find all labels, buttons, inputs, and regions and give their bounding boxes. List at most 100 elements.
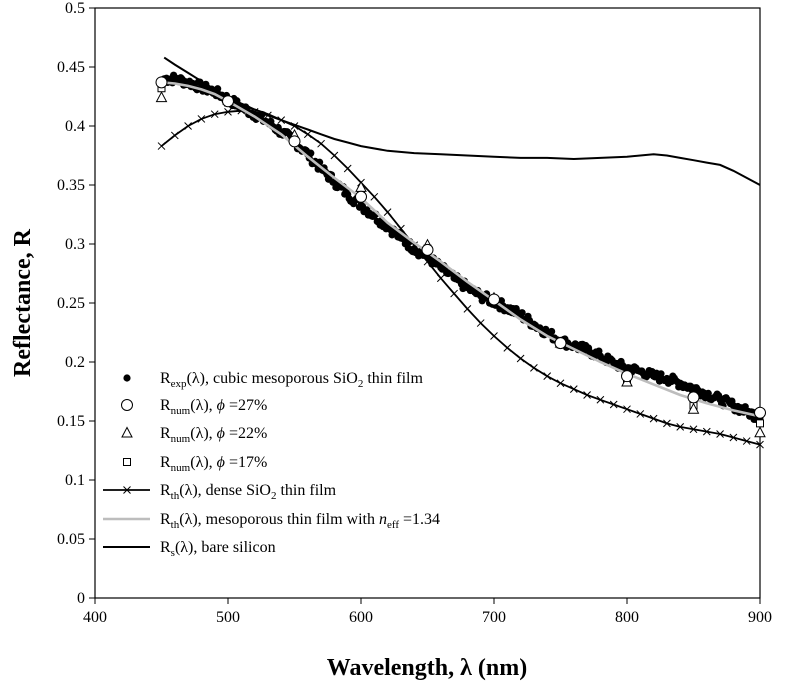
legend-symbol bbox=[103, 486, 150, 494]
y-tick-label: 0.15 bbox=[57, 413, 85, 430]
num27-point bbox=[288, 135, 301, 148]
dense-point bbox=[583, 391, 591, 399]
dense-point bbox=[197, 115, 206, 123]
dense-point bbox=[463, 305, 472, 313]
dense-point bbox=[317, 139, 325, 148]
legend-item-bare: Rs(λ), bare silicon bbox=[103, 539, 276, 559]
dense-point bbox=[210, 110, 219, 119]
exp-point bbox=[518, 309, 526, 317]
legend-label: Rs(λ), bare silicon bbox=[160, 539, 276, 559]
num27-point bbox=[621, 370, 633, 383]
exp-point bbox=[548, 327, 556, 336]
y-tick-label: 0.35 bbox=[57, 177, 85, 194]
dense-point bbox=[689, 425, 698, 434]
num27-point bbox=[687, 391, 700, 404]
dense-point bbox=[530, 364, 538, 372]
exp-point bbox=[595, 347, 603, 355]
y-tick-label: 0 bbox=[77, 590, 85, 607]
legend-symbol bbox=[121, 399, 133, 411]
dense-point bbox=[450, 289, 458, 298]
dense-point bbox=[184, 122, 192, 130]
plot-frame bbox=[94, 7, 761, 599]
num22-point bbox=[155, 91, 168, 103]
legend-x bbox=[123, 486, 131, 494]
y-tick-label: 0.4 bbox=[65, 118, 85, 135]
legend-symbol bbox=[121, 426, 133, 438]
num27-point bbox=[554, 337, 567, 350]
dense-point bbox=[729, 433, 738, 442]
num22-point bbox=[687, 402, 700, 414]
dense-point bbox=[676, 423, 685, 431]
dense-point bbox=[556, 379, 565, 388]
legend-triangle bbox=[121, 426, 133, 438]
dense-point bbox=[756, 440, 764, 449]
dense-point bbox=[649, 414, 658, 423]
dense-point bbox=[370, 192, 379, 201]
exp-point bbox=[214, 85, 222, 93]
x-tick-label: 400 bbox=[83, 609, 107, 626]
exp-point bbox=[196, 78, 204, 86]
series-num27 bbox=[155, 76, 766, 419]
dense-point bbox=[277, 116, 286, 124]
legend-item-dense: Rth(λ), dense SiO2 thin film bbox=[103, 482, 337, 502]
num27-point bbox=[355, 190, 367, 203]
dense-point bbox=[516, 354, 525, 363]
legend-dot bbox=[123, 374, 131, 382]
dense-point bbox=[383, 208, 392, 216]
x-tick-label: 900 bbox=[748, 609, 772, 626]
legend-label: Rth(λ), dense SiO2 thin film bbox=[160, 482, 337, 502]
dense-point bbox=[623, 405, 631, 414]
dense-point bbox=[663, 419, 671, 428]
num27-point bbox=[488, 293, 500, 306]
legend-symbol bbox=[123, 374, 131, 382]
exp-point bbox=[715, 391, 723, 400]
legend-label: Rnum(λ), ϕ =27% bbox=[160, 397, 267, 417]
exp-point bbox=[657, 370, 665, 378]
exp-point bbox=[728, 397, 736, 405]
legend-item-num17: Rnum(λ), ϕ =17% bbox=[123, 454, 267, 474]
legend-item-exp: Rexp(λ), cubic mesoporous SiO2 thin film bbox=[123, 370, 423, 390]
y-tick-label: 0.25 bbox=[57, 295, 85, 312]
y-tick-label: 0.5 bbox=[65, 0, 85, 17]
dense-point bbox=[636, 410, 645, 418]
dense-point bbox=[436, 274, 445, 283]
x-tick-label: 500 bbox=[216, 609, 240, 626]
legend-square bbox=[123, 458, 131, 466]
y-tick-label: 0.2 bbox=[65, 354, 85, 371]
dense-point bbox=[290, 122, 299, 130]
legend-symbol bbox=[123, 458, 131, 466]
legend-item-meso: Rth(λ), mesoporous thin film with neff =… bbox=[103, 511, 440, 531]
exp-point bbox=[307, 149, 315, 157]
num27-point bbox=[222, 95, 234, 108]
y-tick-label: 0.1 bbox=[65, 472, 85, 489]
legend-item-num27: Rnum(λ), ϕ =27% bbox=[121, 397, 267, 417]
y-tick-label: 0.05 bbox=[57, 531, 85, 548]
legend-circle bbox=[121, 399, 133, 411]
x-axis-title: Wavelength, λ (nm) bbox=[327, 655, 527, 681]
dense-point bbox=[569, 385, 578, 393]
exp-point bbox=[202, 80, 210, 88]
num27-point bbox=[754, 406, 766, 419]
dense-point bbox=[716, 430, 724, 438]
exp-point bbox=[274, 123, 282, 132]
dense-point bbox=[609, 400, 618, 409]
exp-point bbox=[704, 389, 712, 397]
x-tick-label: 600 bbox=[349, 609, 373, 626]
dense-point bbox=[303, 130, 312, 139]
dense-point bbox=[224, 107, 232, 116]
legend-label: Rnum(λ), ϕ =22% bbox=[160, 425, 267, 445]
x-tick-label: 700 bbox=[482, 609, 506, 626]
dense-point bbox=[330, 151, 339, 160]
legend-label: Rth(λ), mesoporous thin film with neff =… bbox=[160, 511, 440, 531]
y-tick-label: 0.45 bbox=[57, 59, 85, 76]
dense-point bbox=[157, 142, 166, 150]
series-layer bbox=[155, 56, 766, 449]
y-axis-title: Reflectance, R bbox=[10, 228, 36, 377]
num27-point bbox=[421, 243, 434, 256]
exp-point bbox=[525, 316, 534, 325]
dense-point bbox=[476, 319, 485, 327]
dense-point bbox=[490, 332, 498, 340]
axis-layer: 400 500 600 700 800 900 0 0.05 0.1 0.15 0.2 0.25 0.3… bbox=[57, 0, 772, 626]
x-tick-label: 800 bbox=[615, 609, 639, 626]
